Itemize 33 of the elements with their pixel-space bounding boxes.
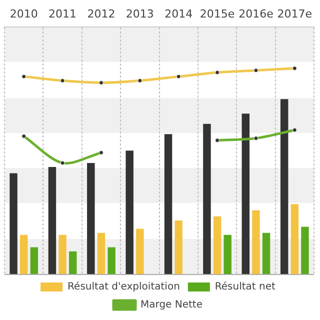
bar — [30, 247, 38, 274]
x-tick-label: 2017e — [277, 7, 312, 20]
bar — [87, 162, 95, 274]
bar — [301, 226, 309, 274]
x-tick-label: 2013 — [126, 7, 154, 20]
bar — [97, 232, 106, 274]
bar — [108, 247, 116, 274]
legend-label: Résultat net — [214, 282, 276, 293]
bar — [280, 99, 288, 274]
legend-label: Marge Nette — [140, 300, 202, 311]
bar — [290, 204, 299, 274]
x-tick-label: 2015e — [200, 7, 235, 20]
bar — [242, 114, 250, 274]
x-tick-label: 2014 — [164, 7, 193, 20]
bar — [126, 150, 134, 274]
x-tick-label: 2012 — [87, 7, 116, 20]
bar — [252, 210, 260, 274]
bar — [68, 251, 77, 274]
bar — [164, 134, 172, 274]
legend-label: Résultat d'exploitation — [68, 282, 180, 293]
bar — [48, 167, 56, 274]
x-tick-label: 2011 — [48, 7, 77, 20]
bar — [174, 220, 182, 274]
bar — [20, 234, 28, 274]
x-tick-label: 2010 — [10, 7, 38, 20]
bar — [262, 232, 270, 274]
bar — [224, 234, 232, 274]
bar — [203, 124, 211, 274]
bar — [213, 216, 222, 274]
bar — [58, 234, 66, 274]
x-tick-label: 2016e — [238, 7, 274, 20]
bar — [10, 173, 18, 274]
bar — [136, 228, 144, 274]
